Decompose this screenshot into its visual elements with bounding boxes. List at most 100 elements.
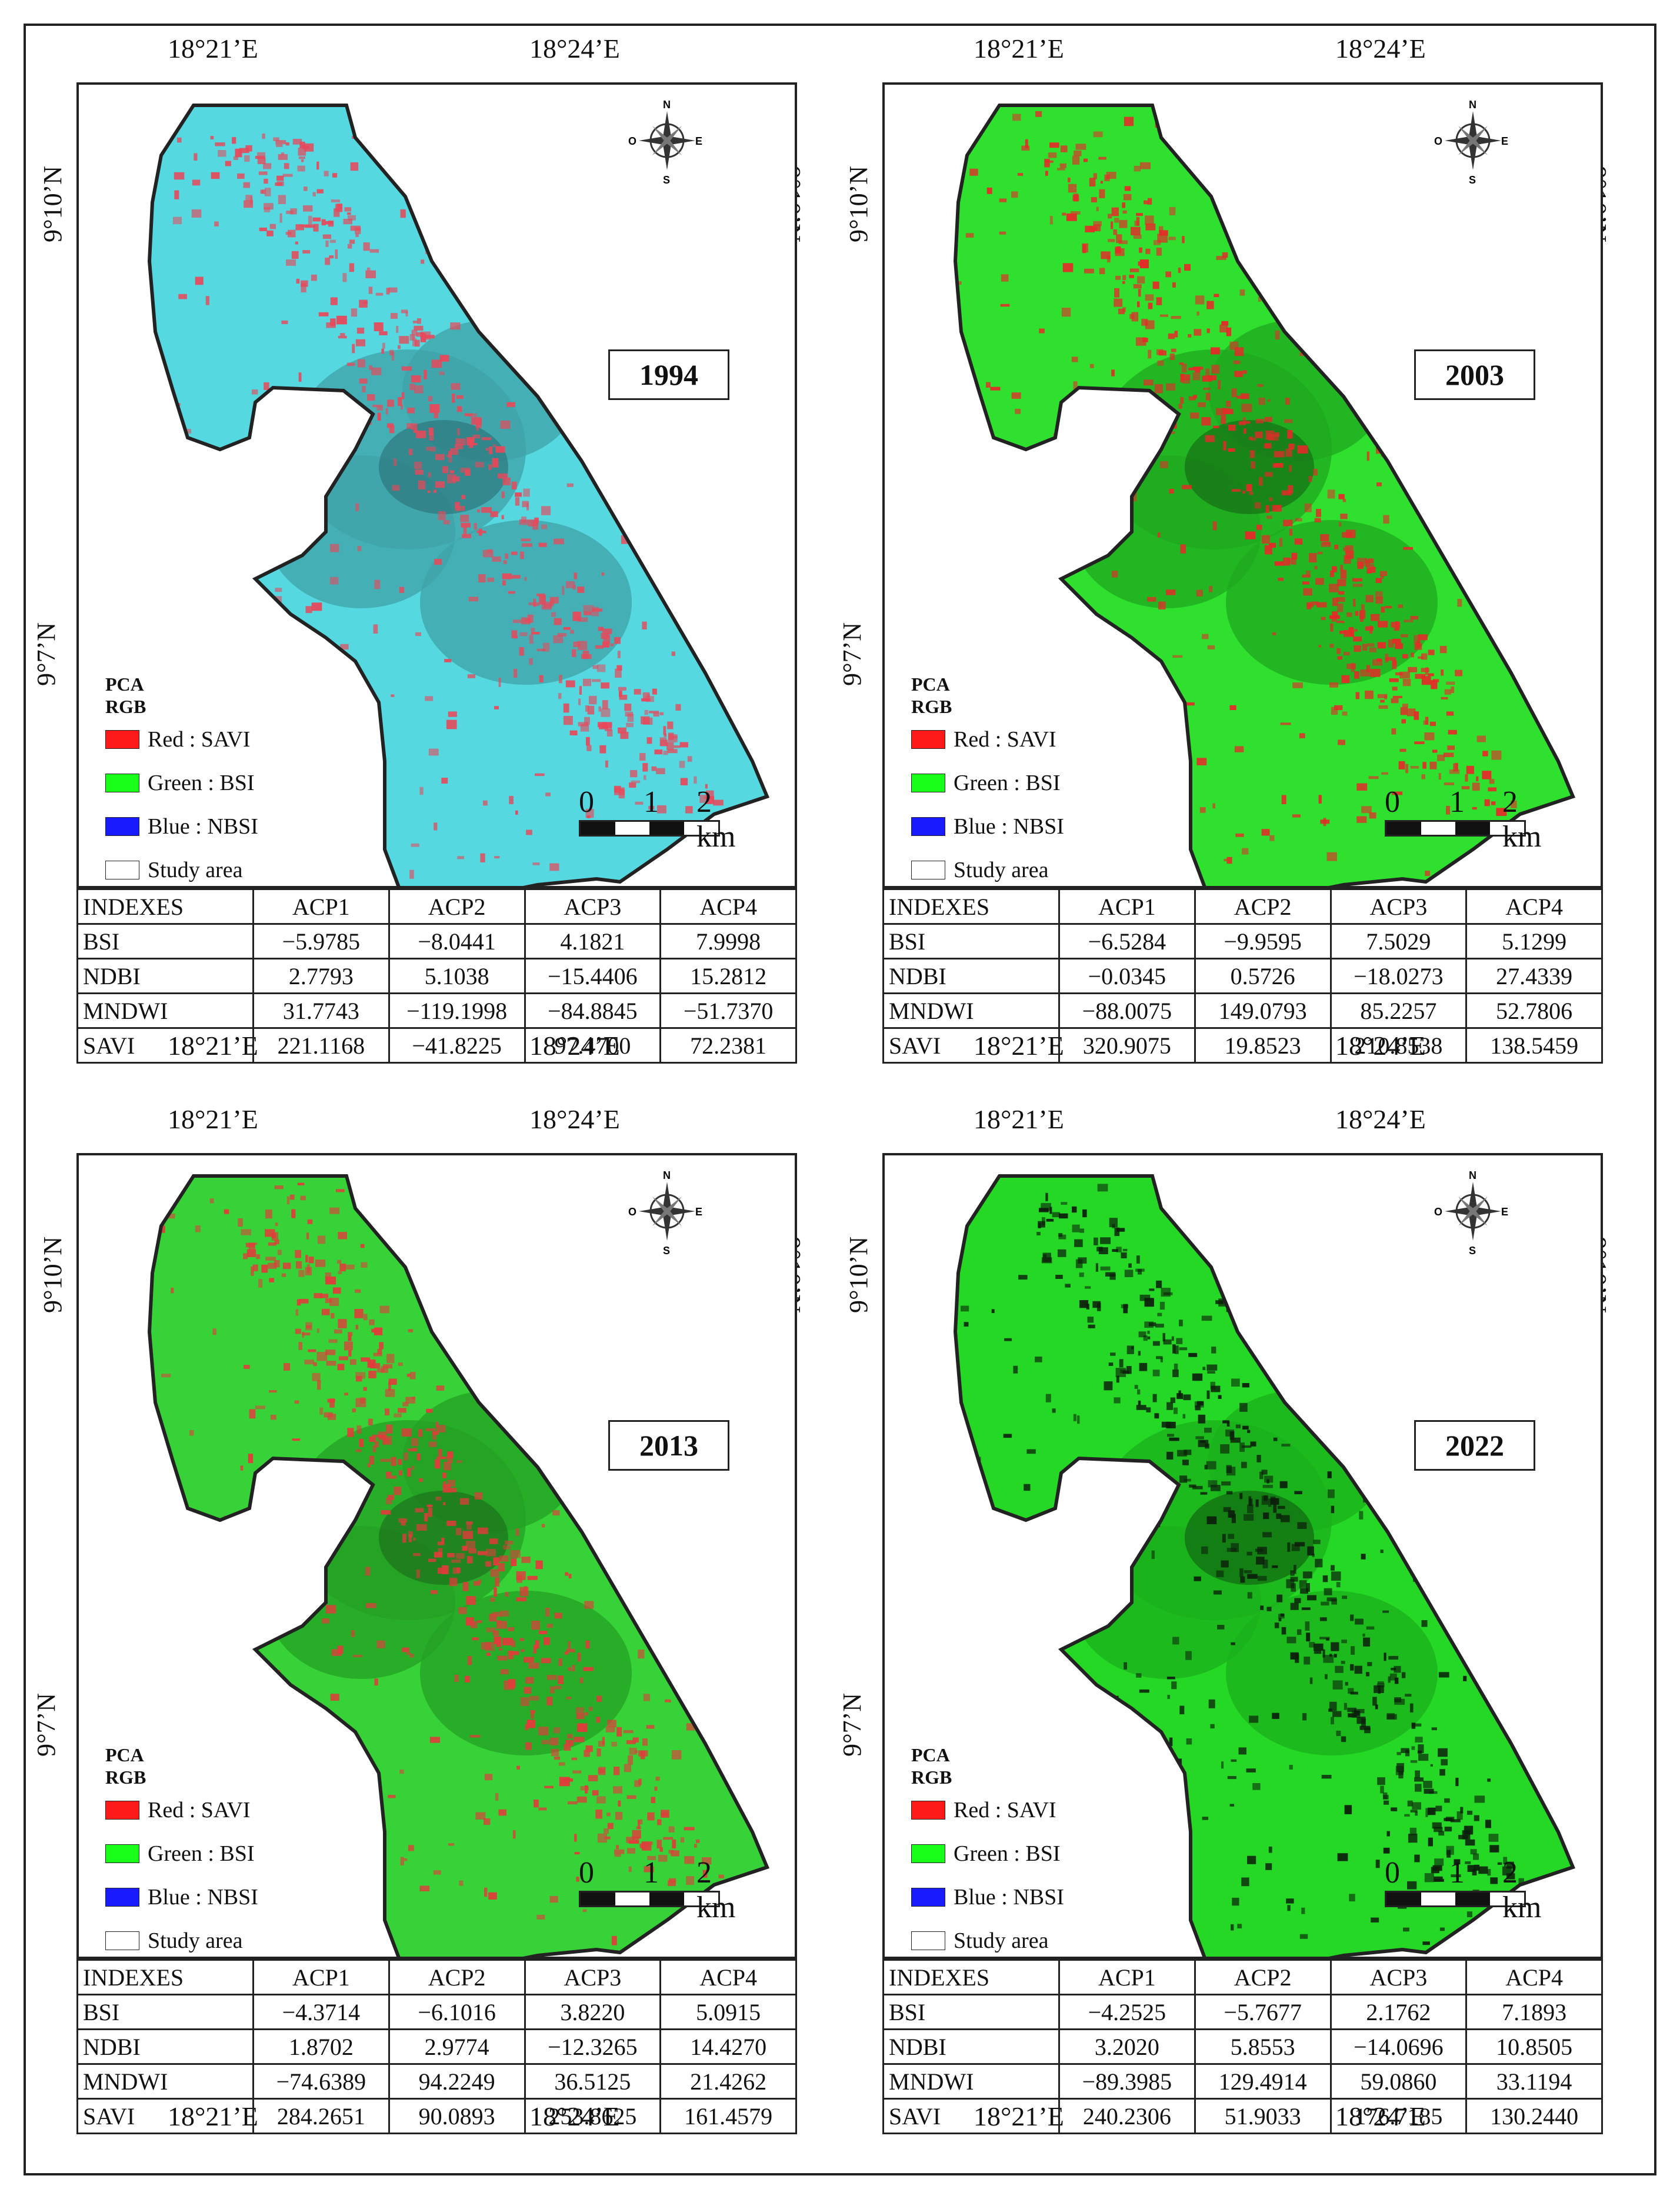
urban-pixel [607,1720,616,1727]
urban-pixel [1414,1350,1419,1356]
urban-pixel [1329,571,1335,577]
legend-red-label: Red : SAVI [954,1798,1056,1822]
urban-pixel [286,679,292,685]
legend-green-label: Green : BSI [148,771,255,795]
urban-pixel [1341,1640,1347,1644]
urban-pixel [1168,1764,1176,1771]
urban-pixel [1396,1752,1401,1755]
urban-pixel [496,1640,502,1647]
urban-pixel [554,538,564,545]
urban-pixel [979,499,984,507]
urban-pixel [1208,1699,1215,1708]
urban-pixel [295,1250,301,1258]
urban-pixel [1306,604,1314,608]
urban-pixel [1204,1464,1208,1470]
urban-pixel [325,1298,332,1303]
urban-pixel [671,1850,679,1857]
urban-pixel [1484,799,1490,807]
urban-pixel [1001,505,1005,508]
urban-pixel [248,1243,255,1250]
urban-pixel [663,726,666,735]
urban-pixel [1172,655,1183,658]
urban-pixel [666,742,674,750]
table-cell: 51.9033 [1194,2098,1332,2134]
urban-pixel [1241,1877,1249,1887]
urban-pixel [1394,402,1398,408]
urban-pixel [616,1845,619,1850]
urban-pixel [374,1678,378,1685]
urban-pixel [1358,124,1362,131]
urban-pixel [1441,697,1448,699]
urban-pixel [1126,1366,1132,1374]
urban-pixel [541,1524,545,1528]
table-cell: −15.4406 [524,958,662,994]
urban-pixel [1138,289,1141,297]
urban-pixel [614,637,621,644]
urban-pixel [1354,1665,1362,1674]
urban-pixel [566,483,574,487]
urban-pixel [450,448,458,455]
urban-pixel [324,448,331,458]
urban-pixel [1388,355,1394,358]
urban-pixel [1329,644,1334,648]
urban-pixel [196,1547,204,1551]
urban-pixel [1494,1328,1497,1333]
urban-pixel [626,1740,636,1744]
urban-pixel [1486,578,1496,581]
urban-pixel [1245,421,1251,424]
urban-pixel [1290,1602,1299,1610]
urban-pixel [1496,1377,1504,1380]
urban-pixel [1274,432,1279,437]
table-cell: 33.1194 [1465,2063,1603,2100]
urban-pixel [502,580,506,586]
pca-loadings-table: INDEXES ACP1 ACP2 ACP3 ACP4 BSI −5.9785 −8.0441… [76,888,797,1064]
urban-pixel [1156,349,1164,355]
urban-pixel [1062,263,1074,272]
urban-pixel [1134,221,1139,226]
urban-pixel [577,587,585,593]
urban-pixel [604,1483,609,1486]
urban-pixel [1335,1665,1344,1673]
urban-pixel [1313,1540,1321,1544]
urban-pixel [1087,1317,1094,1323]
urban-pixel [632,1830,641,1839]
urban-pixel [428,748,439,756]
urban-pixel [524,1687,532,1694]
urban-pixel [1404,1814,1410,1817]
urban-pixel [1184,264,1191,271]
urban-pixel [1136,709,1140,718]
urban-pixel [328,1339,338,1343]
urban-pixel [365,1603,376,1608]
urban-pixel [292,1438,301,1441]
urban-pixel [605,1727,615,1732]
table-cell: NDBI [882,2028,1060,2065]
urban-pixel [425,1428,436,1431]
urban-pixel [1021,145,1030,151]
urban-pixel [368,1371,376,1378]
urban-pixel [533,1644,537,1654]
urban-pixel [469,441,474,448]
urban-pixel [1338,739,1345,745]
urban-pixel [388,1795,396,1798]
table-cell: 149.0793 [1194,992,1332,1029]
urban-pixel [511,1558,517,1567]
urban-pixel [1185,870,1190,875]
urban-pixel [155,1446,158,1452]
urban-pixel [1039,1697,1043,1703]
urban-pixel [413,1553,421,1556]
urban-pixel [1248,1498,1253,1506]
urban-pixel [451,1559,461,1563]
urban-pixel [484,1818,491,1825]
map-panel-2022: 18°21’E18°24’E18°21’E18°24’E9°10’N9°7’N9… [829,1094,1635,2153]
urban-pixel [1455,292,1464,301]
urban-pixel [599,745,606,754]
urban-pixel [386,288,390,295]
urban-pixel [1160,1358,1163,1362]
urban-pixel [1489,1845,1499,1853]
urban-pixel [1226,327,1232,336]
urban-pixel [599,724,608,729]
urban-pixel [1060,145,1068,152]
table-cell: 52.7806 [1465,992,1603,1029]
urban-pixel [1286,1637,1296,1644]
urban-pixel [1398,761,1405,769]
